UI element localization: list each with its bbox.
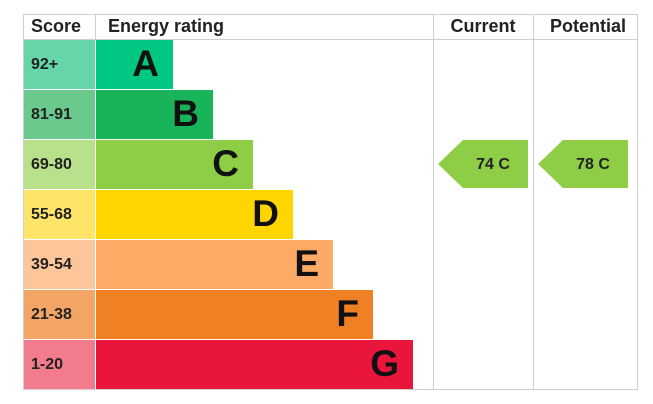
- rating-letter: A: [132, 43, 159, 84]
- current-arrow: [438, 140, 528, 188]
- score-cell: [24, 190, 95, 239]
- score-cell: [24, 90, 95, 139]
- header-rating: Energy rating: [108, 16, 224, 36]
- score-cell: [24, 40, 95, 89]
- header-potential: Potential: [550, 16, 626, 36]
- score-range: 55-68: [31, 206, 72, 223]
- score-cell: [24, 340, 95, 389]
- rating-letter: E: [294, 243, 319, 284]
- rating-letter: D: [252, 193, 279, 234]
- header-current: Current: [450, 16, 515, 36]
- potential-rating: 78 C: [576, 156, 610, 173]
- score-range: 81-91: [31, 106, 72, 123]
- table-border: [23, 14, 638, 390]
- rating-letter: C: [212, 143, 239, 184]
- rating-bar: [96, 240, 333, 289]
- rating-bar: [96, 340, 413, 389]
- rating-bar: [96, 140, 253, 189]
- rating-letter: F: [336, 293, 359, 334]
- score-range: 92+: [31, 56, 58, 73]
- score-range: 39-54: [31, 256, 72, 273]
- score-cell: [24, 290, 95, 339]
- score-range: 21-38: [31, 306, 72, 323]
- header-score: Score: [31, 16, 81, 36]
- score-range: 1-20: [31, 356, 63, 373]
- rating-letter: B: [172, 93, 199, 134]
- potential-arrow: [538, 140, 628, 188]
- score-range: 69-80: [31, 156, 72, 173]
- score-cell: [24, 140, 95, 189]
- rating-bar: [96, 40, 173, 89]
- rating-bar: [96, 90, 213, 139]
- rating-letter: G: [370, 343, 399, 384]
- score-cell: [24, 240, 95, 289]
- rating-rows: 92+ A 81-91 B 69-80 C 55-68 D 39-54 E 21-38 F 1-20 G: [24, 40, 413, 389]
- current-rating: 74 C: [476, 156, 510, 173]
- rating-bar: [96, 190, 293, 239]
- rating-bar: [96, 290, 373, 339]
